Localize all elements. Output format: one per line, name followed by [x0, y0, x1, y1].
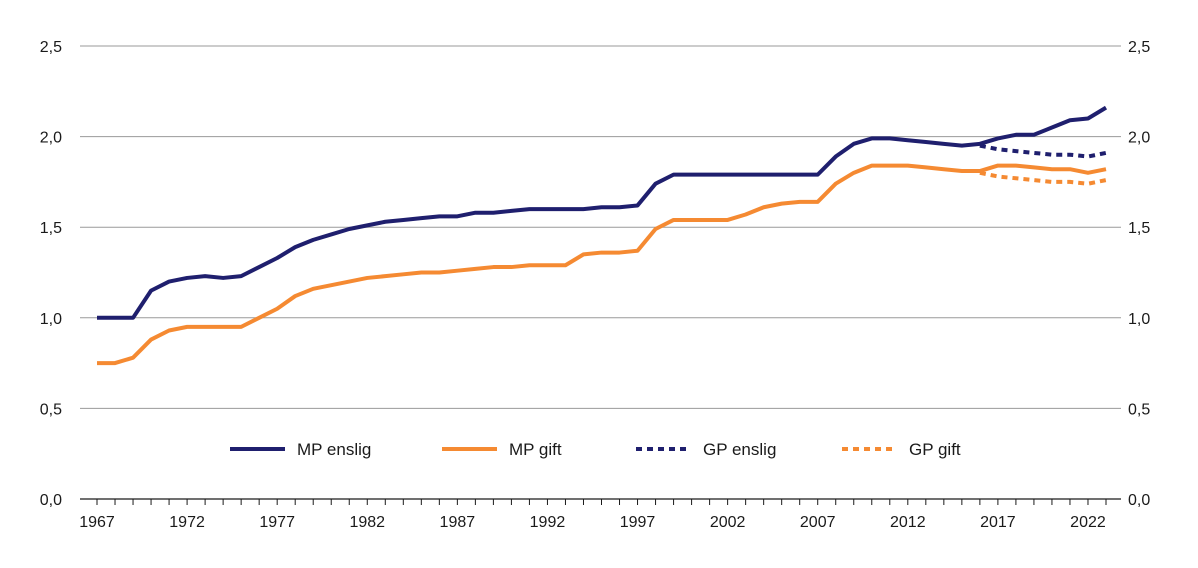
legend-label: MP gift — [509, 440, 562, 459]
x-tick-label: 1977 — [259, 514, 295, 531]
y-tick-label-left: 0,5 — [40, 401, 62, 418]
x-tick-label: 1967 — [79, 514, 115, 531]
series-line-mp-gift — [97, 163, 1107, 366]
legend-label: GP enslig — [703, 440, 776, 459]
series-line-gp-enslig — [979, 143, 1107, 159]
y-axis-left-labels: 0,0 0,5 1,0 1,5 2,0 2,5 — [40, 39, 62, 509]
x-tick-label: 1982 — [349, 514, 385, 531]
x-tick-label: 2002 — [710, 514, 746, 531]
series-line-mp-enslig — [97, 105, 1108, 320]
y-tick-label-left: 0,0 — [40, 492, 62, 509]
y-tick-label-right: 2,0 — [1128, 130, 1150, 147]
x-tick-label: 1987 — [440, 514, 476, 531]
gridlines — [80, 45, 1121, 409]
x-tick-label: 1992 — [530, 514, 566, 531]
y-tick-label-left: 1,0 — [40, 311, 62, 328]
x-axis-labels: 1967 1972 1977 1982 1987 1992 1997 2002 2007 2012… — [79, 514, 1106, 531]
series-lines — [97, 105, 1108, 366]
y-tick-label-left: 2,5 — [40, 39, 62, 56]
x-axis — [80, 498, 1121, 505]
y-tick-label-right: 0,5 — [1128, 401, 1150, 418]
y-tick-label-right: 2,5 — [1128, 39, 1150, 56]
y-tick-label-right: 1,5 — [1128, 220, 1150, 237]
y-tick-label-right: 0,0 — [1128, 492, 1150, 509]
legend: MP enslig MP gift GP enslig GP gift — [230, 440, 961, 459]
x-tick-label: 1972 — [169, 514, 205, 531]
y-tick-label-left: 2,0 — [40, 130, 62, 147]
x-tick-label: 2007 — [800, 514, 836, 531]
legend-label: MP enslig — [297, 440, 371, 459]
x-tick-label: 2012 — [890, 514, 926, 531]
y-tick-label-right: 1,0 — [1128, 311, 1150, 328]
y-tick-label-left: 1,5 — [40, 220, 62, 237]
x-tick-label: 2017 — [980, 514, 1016, 531]
x-tick-label: 1997 — [620, 514, 656, 531]
x-tick-label: 2022 — [1070, 514, 1106, 531]
y-axis-right-labels: 0,0 0,5 1,0 1,5 2,0 2,5 — [1128, 39, 1150, 509]
legend-label: GP gift — [909, 440, 961, 459]
